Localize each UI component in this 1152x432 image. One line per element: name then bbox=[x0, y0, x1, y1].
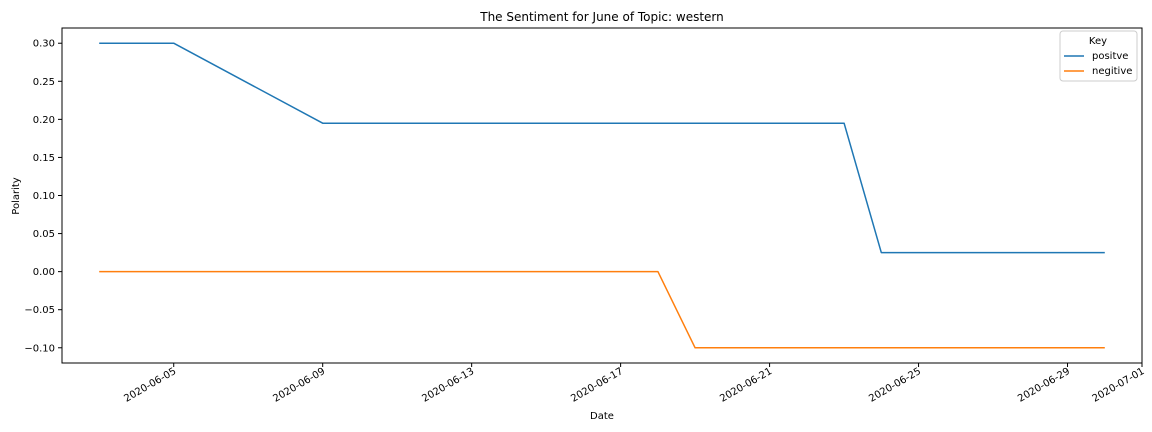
plot-area bbox=[61, 27, 1143, 364]
x-tick-label: 2020-06-17 bbox=[569, 366, 625, 405]
legend: Key positve negitive bbox=[1059, 30, 1138, 82]
y-tick-label: 0.20 bbox=[33, 115, 55, 126]
legend-box bbox=[1059, 30, 1138, 82]
series-layer bbox=[99, 42, 1105, 349]
y-tick-label: 0.30 bbox=[33, 39, 55, 50]
x-axis-label: Date bbox=[590, 411, 614, 422]
x-tick-label: 2020-06-05 bbox=[122, 366, 178, 405]
x-tick-label: 2020-06-21 bbox=[718, 366, 774, 405]
y-tick-label: 0.15 bbox=[33, 153, 55, 164]
x-tick-label: 2020-06-25 bbox=[867, 366, 923, 405]
x-tick-label: 2020-06-29 bbox=[1016, 366, 1072, 405]
y-axis: 0.30 0.25 0.20 0.15 0.10 0.05 0.00 −0.05 −0.10 bbox=[24, 39, 62, 354]
x-tick-label: 2020-06-09 bbox=[271, 366, 327, 405]
y-tick-label: 0.05 bbox=[33, 229, 55, 240]
y-tick-label: 0.25 bbox=[33, 77, 55, 88]
y-tick-label: −0.05 bbox=[24, 305, 55, 316]
series-line-negitive bbox=[99, 270, 1105, 349]
legend-title: Key bbox=[1089, 36, 1107, 47]
legend-label-negitive: negitive bbox=[1092, 66, 1132, 77]
x-tick-label: 2020-06-13 bbox=[420, 366, 476, 405]
y-tick-label: −0.10 bbox=[24, 343, 55, 354]
legend-label-positve: positve bbox=[1092, 51, 1128, 62]
y-tick-label: 0.00 bbox=[33, 267, 55, 278]
y-axis-label: Polarity bbox=[11, 177, 22, 215]
series-line-positve bbox=[99, 42, 1105, 254]
y-tick-label: 0.10 bbox=[33, 191, 55, 202]
chart-title: The Sentiment for June of Topic: western bbox=[479, 10, 724, 24]
x-axis: 2020-06-05 2020-06-09 2020-06-13 2020-06-17… bbox=[122, 363, 1147, 405]
x-tick-label: 2020-07-01 bbox=[1091, 366, 1147, 405]
